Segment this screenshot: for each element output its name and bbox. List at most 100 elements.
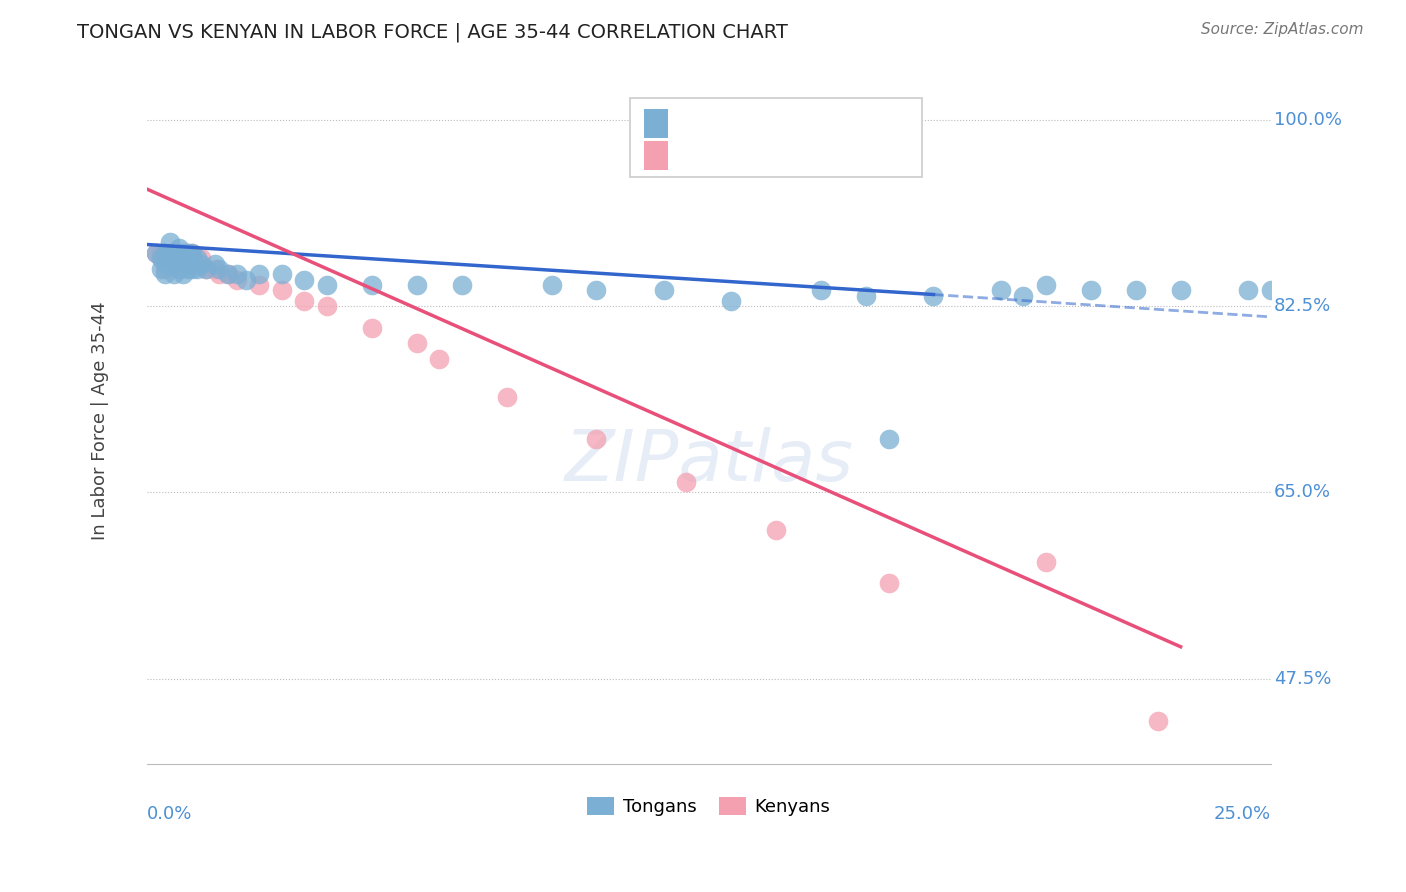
Point — [190, 257, 212, 271]
Point — [186, 252, 208, 266]
Point — [167, 262, 190, 277]
Point — [585, 432, 607, 446]
Point — [405, 336, 427, 351]
Point — [163, 246, 186, 260]
Text: N = 57: N = 57 — [804, 113, 868, 131]
Point — [145, 246, 167, 260]
Point — [159, 257, 181, 271]
Point — [208, 262, 231, 277]
Point — [176, 252, 198, 266]
Point — [153, 262, 176, 277]
Point — [315, 277, 337, 292]
Point — [167, 246, 190, 260]
Point — [181, 252, 204, 266]
Point — [990, 283, 1012, 297]
Point — [427, 352, 450, 367]
Point — [810, 283, 832, 297]
Point — [315, 299, 337, 313]
Point — [181, 257, 204, 271]
Point — [495, 390, 517, 404]
Point — [208, 268, 231, 282]
Point — [172, 257, 194, 271]
Text: 82.5%: 82.5% — [1274, 297, 1331, 315]
Point — [194, 262, 217, 277]
Point — [186, 262, 208, 277]
FancyBboxPatch shape — [630, 98, 922, 177]
Point — [585, 283, 607, 297]
Text: In Labor Force | Age 35-44: In Labor Force | Age 35-44 — [91, 301, 108, 540]
Point — [855, 288, 877, 302]
Point — [1080, 283, 1102, 297]
Point — [540, 277, 562, 292]
Text: Source: ZipAtlas.com: Source: ZipAtlas.com — [1201, 22, 1364, 37]
Point — [176, 246, 198, 260]
Point — [1125, 283, 1147, 297]
FancyBboxPatch shape — [644, 141, 668, 170]
Text: 0.0%: 0.0% — [148, 805, 193, 823]
Point — [159, 252, 181, 266]
Point — [271, 283, 294, 297]
Point — [1237, 283, 1260, 297]
Point — [153, 252, 176, 266]
Point — [159, 246, 181, 260]
Text: 65.0%: 65.0% — [1274, 483, 1331, 501]
Point — [450, 277, 472, 292]
Point — [652, 283, 675, 297]
Point — [153, 257, 176, 271]
Point — [167, 246, 190, 260]
Text: R = -0.300: R = -0.300 — [678, 113, 773, 131]
Point — [167, 252, 190, 266]
Point — [922, 288, 945, 302]
Point — [149, 262, 172, 277]
Point — [1035, 555, 1057, 569]
Point — [204, 257, 226, 271]
Text: ZIPatlas: ZIPatlas — [564, 427, 853, 496]
Point — [877, 432, 900, 446]
Point — [159, 235, 181, 250]
Point — [405, 277, 427, 292]
Point — [176, 262, 198, 277]
Point — [163, 257, 186, 271]
Point — [153, 268, 176, 282]
Point — [167, 252, 190, 266]
Text: 25.0%: 25.0% — [1213, 805, 1271, 823]
Text: N = 40: N = 40 — [804, 145, 868, 163]
Point — [172, 268, 194, 282]
Text: 47.5%: 47.5% — [1274, 670, 1331, 688]
Point — [181, 246, 204, 260]
Point — [163, 257, 186, 271]
FancyBboxPatch shape — [644, 109, 668, 138]
Text: 100.0%: 100.0% — [1274, 111, 1341, 129]
Text: R = -0.768: R = -0.768 — [678, 145, 775, 163]
Point — [176, 257, 198, 271]
Point — [235, 272, 257, 286]
Point — [186, 257, 208, 271]
Point — [877, 575, 900, 590]
Point — [1170, 283, 1192, 297]
Point — [172, 246, 194, 260]
Point — [153, 246, 176, 260]
Point — [176, 246, 198, 260]
Point — [167, 262, 190, 277]
Point — [190, 252, 212, 266]
Point — [720, 293, 742, 308]
Point — [172, 257, 194, 271]
Point — [360, 320, 382, 334]
Point — [153, 246, 176, 260]
Point — [292, 272, 315, 286]
Point — [149, 252, 172, 266]
Point — [204, 262, 226, 277]
Point — [167, 241, 190, 255]
Point — [159, 246, 181, 260]
Point — [149, 246, 172, 260]
Point — [217, 268, 239, 282]
Point — [181, 246, 204, 260]
Legend: Tongans, Kenyans: Tongans, Kenyans — [579, 789, 838, 823]
Point — [249, 268, 271, 282]
Point — [1147, 714, 1170, 729]
Point — [226, 268, 249, 282]
Point — [765, 523, 787, 537]
Point — [194, 262, 217, 277]
Point — [217, 268, 239, 282]
Point — [1012, 288, 1035, 302]
